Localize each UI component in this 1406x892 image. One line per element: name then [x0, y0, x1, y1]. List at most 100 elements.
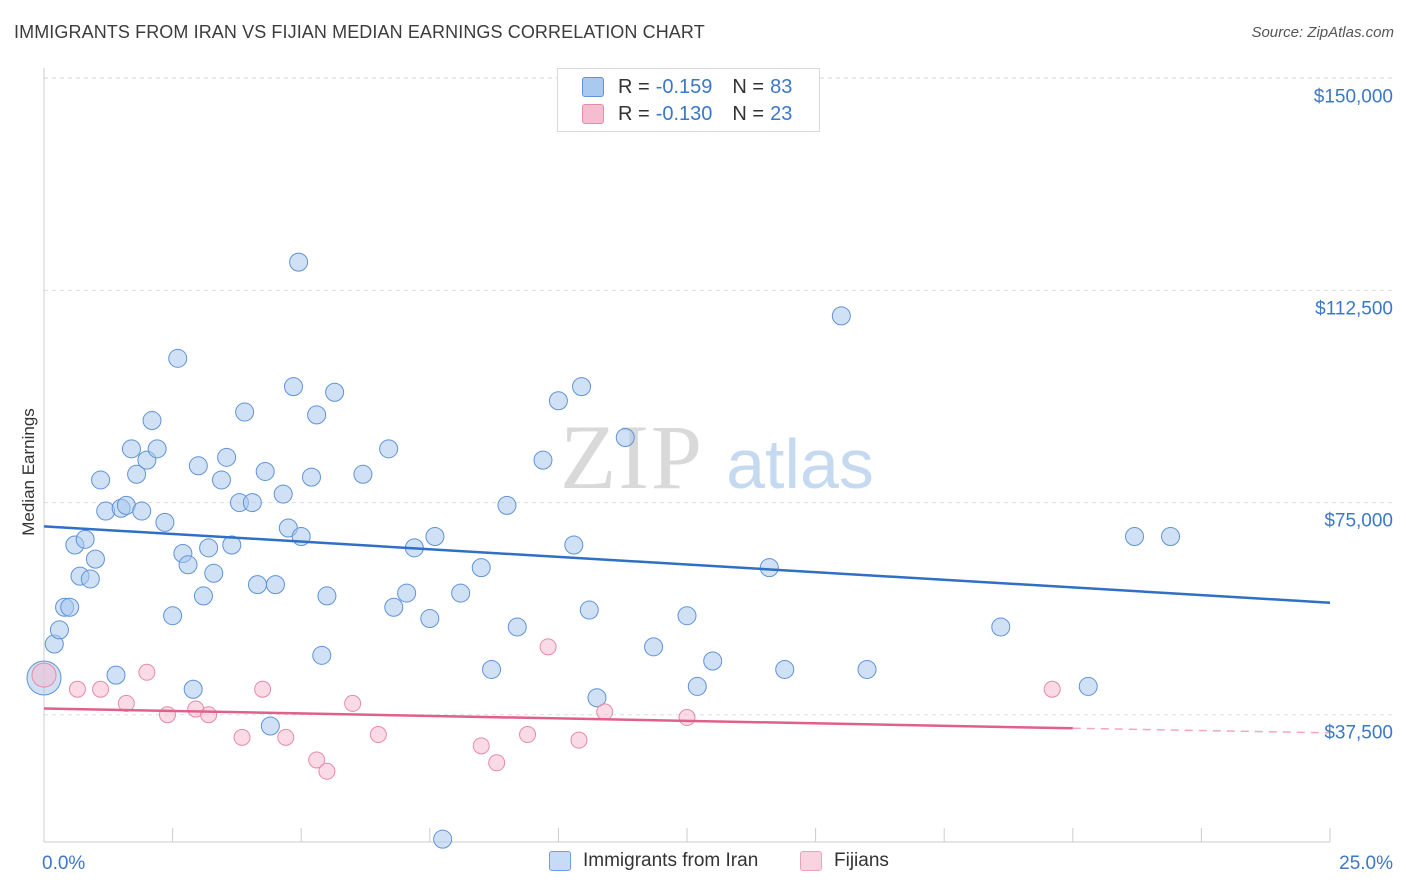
point-iran — [384, 597, 404, 617]
point-iran — [397, 583, 417, 603]
y-tick-label: $37,500 — [1324, 723, 1393, 744]
axes — [43, 68, 1331, 843]
legend-swatch-iran — [582, 77, 604, 97]
point-iran — [497, 495, 517, 515]
point-iran — [471, 558, 491, 578]
point-iran — [564, 535, 584, 555]
point-iran — [289, 252, 309, 272]
point-iran — [60, 597, 80, 617]
legend-r-label: R = — [618, 102, 650, 125]
point-fijians — [369, 726, 387, 744]
point-iran — [96, 501, 116, 521]
axis-labels: $37,500 $75,000 $112,500 $150,000 0.0% 25.0% — [42, 86, 1393, 874]
point-fijians — [200, 706, 218, 724]
point-iran — [301, 467, 321, 487]
y-tick-label: $112,500 — [1315, 298, 1393, 319]
point-fijians — [344, 694, 362, 712]
point-fijians — [254, 680, 272, 698]
trend-line-fijians-extension — [1072, 727, 1331, 734]
legend-row-iran: R = -0.159 N = 83 — [582, 74, 792, 100]
point-iran — [451, 583, 471, 603]
point-fijians — [596, 703, 614, 721]
point-iran — [121, 439, 141, 459]
point-iran — [255, 461, 275, 481]
series-swatch-iran — [549, 851, 571, 871]
point-iran — [831, 306, 851, 326]
point-fijians — [308, 751, 326, 769]
point-fijians — [158, 706, 176, 724]
y-tick-label: $150,000 — [1314, 86, 1393, 107]
y-axis-label: Median Earnings — [19, 408, 38, 536]
legend-n-label: N = — [732, 102, 765, 125]
point-fijians — [318, 762, 336, 780]
point-fijians — [138, 663, 156, 681]
point-fijians — [117, 694, 135, 712]
point-iran — [217, 447, 237, 467]
point-iran — [615, 428, 635, 448]
point-iran — [775, 659, 795, 679]
point-iran — [1125, 527, 1145, 547]
point-iran — [211, 470, 231, 490]
x-tick-label: 0.0% — [42, 853, 85, 874]
chart-source: Source: ZipAtlas.com — [1251, 24, 1394, 41]
point-iran — [482, 659, 502, 679]
point-iran — [204, 563, 224, 583]
series-legend: Immigrants from Iran Fijians — [0, 850, 1406, 878]
series-legend-fijians: Fijians — [800, 850, 889, 872]
point-iran — [644, 637, 664, 657]
point-iran — [759, 558, 779, 578]
point-iran — [857, 659, 877, 679]
point-iran — [168, 348, 188, 368]
point-iran — [420, 609, 440, 629]
point-iran — [317, 586, 337, 606]
point-fijians — [539, 638, 557, 656]
point-iran — [283, 377, 303, 397]
legend-n-value-iran: 83 — [770, 75, 793, 98]
point-iran — [106, 665, 126, 685]
point-iran — [687, 676, 707, 696]
point-iran — [587, 688, 607, 708]
point-iran — [265, 575, 285, 595]
point-iran — [188, 456, 208, 476]
point-iran — [572, 377, 592, 397]
point-iran — [260, 716, 280, 736]
legend-r-value-fijians: -0.130 — [655, 102, 713, 125]
point-iran — [579, 600, 599, 620]
legend-n-label: N = — [732, 75, 765, 98]
point-iran — [433, 829, 453, 849]
legend-r-value-iran: -0.159 — [655, 75, 713, 98]
point-fijians — [233, 728, 251, 746]
point-iran — [353, 464, 373, 484]
x-tick-label: 25.0% — [1339, 853, 1393, 874]
series-label-fijians: Fijians — [834, 850, 889, 871]
legend-row-fijians: R = -0.130 N = 23 — [582, 101, 792, 127]
point-iran — [142, 411, 162, 431]
series-legend-iran: Immigrants from Iran — [549, 850, 758, 872]
chart-title: IMMIGRANTS FROM IRAN VS FIJIAN MEDIAN EA… — [14, 22, 705, 42]
data-points — [26, 252, 1181, 849]
point-iran — [163, 606, 183, 626]
trend-line-iran — [43, 525, 1331, 604]
point-iran — [1078, 676, 1098, 696]
point-iran — [1161, 527, 1181, 547]
point-iran — [273, 484, 293, 504]
point-iran — [183, 679, 203, 699]
point-iran — [127, 464, 147, 484]
point-iran — [425, 527, 445, 547]
point-iran — [80, 569, 100, 589]
watermark-atlas: atlas — [726, 425, 874, 503]
point-fijians — [488, 754, 506, 772]
point-iran — [533, 450, 553, 470]
point-iran — [199, 538, 219, 558]
point-iran — [75, 529, 95, 549]
point-fijians — [31, 662, 57, 688]
point-iran — [155, 512, 175, 532]
point-fijians — [570, 731, 588, 749]
point-fijians — [472, 737, 490, 755]
point-iran — [307, 405, 327, 425]
point-fijians — [92, 680, 110, 698]
point-fijians — [1043, 680, 1061, 698]
point-iran — [379, 439, 399, 459]
point-fijians — [519, 726, 537, 744]
